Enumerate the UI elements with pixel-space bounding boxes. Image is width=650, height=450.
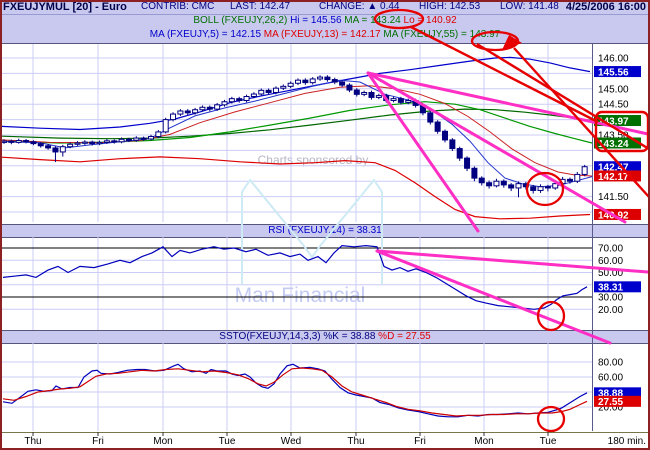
boll-indicator-row: BOLL (FXEUJY,26,2) Hi = 145.56 MA = 143.…	[0, 15, 650, 29]
time-axis-label: Tue	[218, 436, 236, 447]
contrib-field: CONTRIB: CMC	[141, 1, 215, 12]
rsi-header: RSI (FXEUJY,14) = 38.31	[0, 224, 650, 238]
ssto-header: SSTO(FXEUJY,14,3,3) %K = 38.88 %D = 27.5…	[0, 330, 650, 344]
watermark-sponsor-text: Charts sponsored by	[257, 153, 369, 167]
low-field: LOW: 141.48	[500, 1, 559, 12]
ssto-k-label: SSTO(FXEUJY,14,3,3) %K = 38.88	[219, 331, 376, 342]
boll-hi: Hi = 145.56	[290, 15, 342, 26]
interval-label: 180 min.	[607, 436, 646, 447]
time-axis-label: Thu	[24, 436, 42, 447]
time-axis-label: Wed	[280, 436, 302, 447]
time-axis: 180 min. Thu Fri Mon Tue Wed Thu Fri Mon Tue	[0, 432, 650, 450]
high-field: HIGH: 142.53	[419, 1, 481, 12]
change-up-icon: ▲	[367, 1, 378, 12]
ma13-value: MA (FXEUJY,13) = 142.17	[263, 29, 381, 40]
last-field: LAST: 142.47	[230, 1, 291, 12]
time-axis-label: Mon	[153, 436, 173, 447]
ma5-value: MA (FXEUJY,5) = 142.15	[149, 29, 262, 40]
time-axis-label: Fri	[92, 436, 104, 447]
time-axis-label: Fri	[414, 436, 426, 447]
ssto-d-label: %D = 27.55	[378, 331, 431, 342]
ma55-value: 143.97	[469, 29, 501, 40]
watermark-brand-text: Man Financial	[234, 284, 366, 307]
boll-ma-value: 143.24	[370, 15, 401, 26]
ssto-panel[interactable]	[0, 343, 650, 432]
change-field: CHANGE: ▲ 0.44	[319, 1, 400, 12]
price-chart-panel[interactable]	[0, 44, 650, 224]
time-axis-label: Mon	[474, 436, 494, 447]
symbol-title: FXEUJYMUL [20] - Euro	[3, 1, 127, 13]
ma-indicator-row: MA (FXEUJY,5) = 142.15 MA (FXEUJY,13) = …	[0, 29, 650, 44]
boll-name: BOLL (FXEUJY,26,2)	[193, 15, 288, 26]
time-axis-label: Thu	[347, 436, 365, 447]
header-bar: FXEUJYMUL [20] - Euro CONTRIB: CMC LAST:…	[0, 0, 650, 15]
time-axis-label: Tue	[539, 436, 557, 447]
ma55-label: MA (FXEUJY,55) =	[383, 29, 467, 40]
boll-lo: Lo = 140.92	[403, 15, 457, 26]
boll-ma-label: MA =	[344, 15, 368, 26]
datetime-field: 4/25/2006 16:00	[565, 1, 646, 13]
rsi-value-label: RSI (FXEUJY,14) = 38.31	[268, 225, 382, 236]
